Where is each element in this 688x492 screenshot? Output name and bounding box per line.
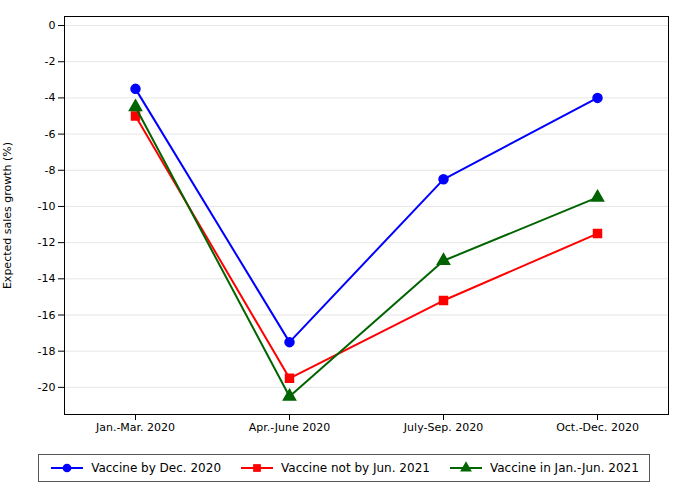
svg-text:Apr.-June 2020: Apr.-June 2020 — [249, 421, 331, 434]
svg-text:-6: -6 — [45, 128, 56, 141]
html-text:Vaccine by Dec. 2020: Vaccine by Dec. 2020 — [91, 461, 221, 475]
svg-text:Expected sales growth (%): Expected sales growth (%) — [1, 142, 14, 289]
svg-text:-14: -14 — [38, 272, 56, 285]
svg-text:Oct.-Dec. 2020: Oct.-Dec. 2020 — [556, 421, 639, 434]
svg-text:0: 0 — [49, 19, 56, 32]
svg-text:-16: -16 — [38, 309, 56, 322]
svg-text:July-Sep. 2020: July-Sep. 2020 — [403, 421, 483, 434]
svg-text:-2: -2 — [45, 55, 56, 68]
svg-text:-10: -10 — [38, 200, 56, 213]
svg-text:-12: -12 — [38, 236, 56, 249]
svg-text:-8: -8 — [45, 164, 56, 177]
svg-text:Jan.-Mar. 2020: Jan.-Mar. 2020 — [95, 421, 175, 434]
svg-text:-18: -18 — [38, 345, 56, 358]
html-text:Vaccine not by Jun. 2021: Vaccine not by Jun. 2021 — [281, 461, 430, 475]
svg-text:-4: -4 — [45, 91, 56, 104]
svg-text:-20: -20 — [38, 381, 56, 394]
html-text:Vaccine in Jan.-Jun. 2021: Vaccine in Jan.-Jun. 2021 — [489, 461, 639, 475]
